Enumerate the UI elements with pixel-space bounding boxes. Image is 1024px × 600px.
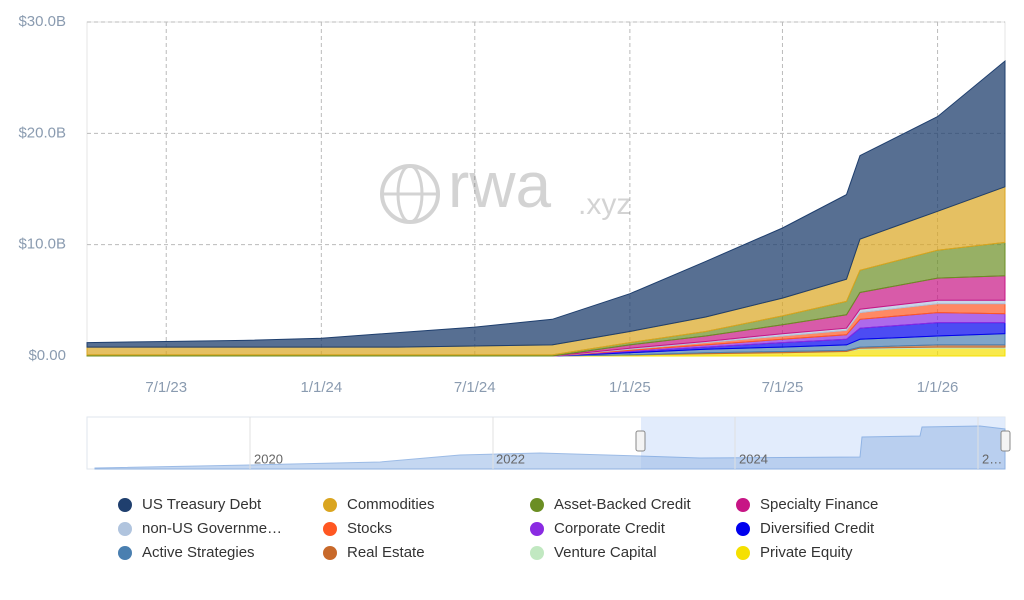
navigator-label: 2024 bbox=[739, 451, 768, 466]
watermark-text: .xyz bbox=[578, 188, 631, 221]
y-tick-label: $0.00 bbox=[28, 347, 66, 364]
legend-swatch bbox=[118, 522, 132, 536]
y-tick-label: $30.0B bbox=[18, 13, 66, 30]
navigator-label: 2020 bbox=[254, 451, 283, 466]
plot bbox=[86, 21, 1006, 357]
legend-label[interactable]: Specialty Finance bbox=[760, 496, 878, 513]
y-tick-label: $20.0B bbox=[18, 124, 66, 141]
legend-swatch bbox=[530, 522, 544, 536]
legend-label[interactable]: Commodities bbox=[347, 496, 435, 513]
legend-swatch bbox=[736, 522, 750, 536]
legend-label[interactable]: Active Strategies bbox=[142, 544, 255, 561]
legend-label[interactable]: Stocks bbox=[347, 520, 392, 537]
x-tick-label: 1/1/26 bbox=[917, 379, 959, 396]
navigator-label: 2022 bbox=[496, 451, 525, 466]
watermark-text: rwa bbox=[448, 149, 552, 221]
watermark: rwa .xyz bbox=[380, 149, 631, 224]
legend-label[interactable]: Real Estate bbox=[347, 544, 425, 561]
legend-label[interactable]: Corporate Credit bbox=[554, 520, 666, 537]
watermark-globe bbox=[396, 164, 424, 224]
legend-swatch bbox=[323, 546, 337, 560]
legend-swatch bbox=[530, 498, 544, 512]
area bbox=[86, 59, 1006, 348]
legend-swatch bbox=[530, 546, 544, 560]
legend-label[interactable]: Venture Capital bbox=[554, 544, 657, 561]
x-tick-label: 1/1/24 bbox=[300, 379, 342, 396]
legend-label[interactable]: Private Equity bbox=[760, 544, 853, 561]
legend-label[interactable]: Diversified Credit bbox=[760, 520, 875, 537]
legend-swatch bbox=[323, 522, 337, 536]
navigator-handle[interactable] bbox=[1000, 430, 1011, 452]
legend-swatch bbox=[118, 546, 132, 560]
x-tick-label: 7/1/24 bbox=[454, 379, 496, 396]
legend-swatch bbox=[736, 546, 750, 560]
x-tick-label: 7/1/25 bbox=[762, 379, 804, 396]
navigator-label: 2… bbox=[982, 451, 1002, 466]
watermark-globe bbox=[380, 164, 440, 224]
legend-swatch bbox=[323, 498, 337, 512]
legend-swatch bbox=[736, 498, 750, 512]
legend-label[interactable]: US Treasury Debt bbox=[142, 496, 262, 513]
legend-label[interactable]: non-US Governme… bbox=[142, 520, 282, 537]
legend-swatch bbox=[118, 498, 132, 512]
navigator-handle[interactable] bbox=[635, 430, 646, 452]
legend-label[interactable]: Asset-Backed Credit bbox=[554, 496, 692, 513]
y-tick-label: $10.0B bbox=[18, 236, 66, 253]
x-tick-label: 1/1/25 bbox=[609, 379, 651, 396]
x-tick-label: 7/1/23 bbox=[145, 379, 187, 396]
navigator: 2020 2022 2024 2… bbox=[86, 416, 1011, 470]
